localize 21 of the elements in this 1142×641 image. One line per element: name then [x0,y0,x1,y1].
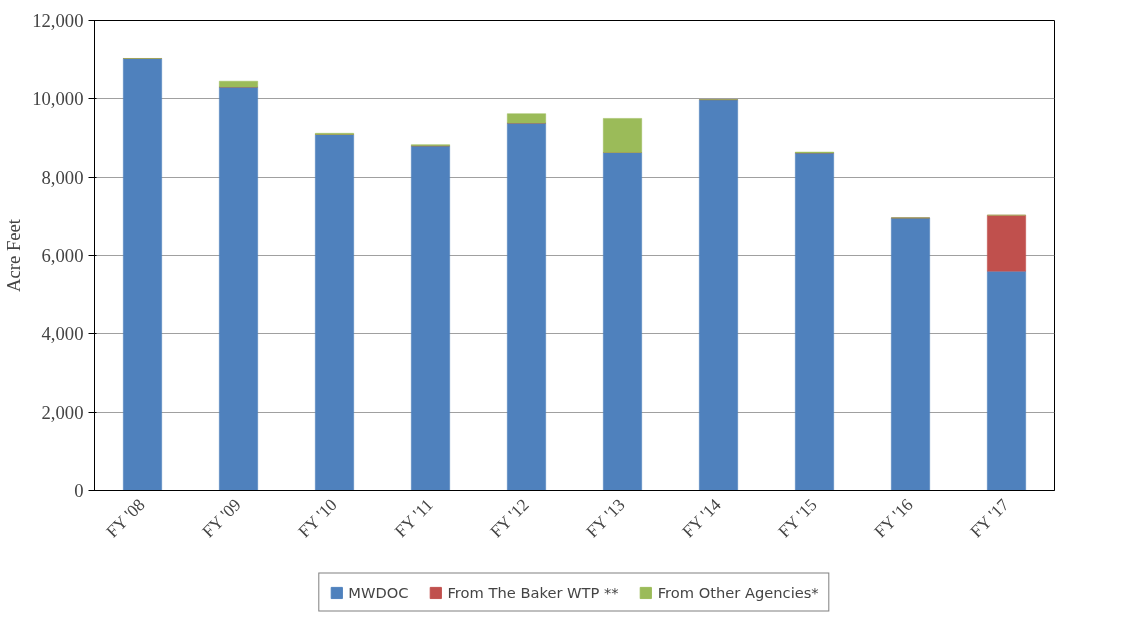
x-tick-label: FY '09 [198,495,245,542]
x-tick-label: FY '08 [102,495,149,542]
x-tick-label: FY '12 [486,495,533,542]
y-tick-label: 8,000 [41,166,84,188]
x-tick-label: FY '15 [774,495,821,542]
x-tick-label: FY '11 [391,495,437,541]
y-tick-label: 12,000 [32,10,84,31]
x-tick-label: FY '14 [678,495,725,542]
x-tick-label: FY '16 [870,495,917,542]
y-tick-label: 2,000 [41,401,84,423]
y-tick-label: 10,000 [32,88,84,110]
y-tick-label: 4,000 [41,323,84,345]
x-tick-label: FY '10 [294,495,341,542]
y-tick-label: 6,000 [41,245,84,266]
legend-label: From The Baker WTP ** [447,583,619,601]
legend-label: From Other Agencies* [657,583,819,601]
x-tick-label: FY '13 [582,495,629,542]
legend-label: MWDOC [348,583,409,601]
y-axis-title: Acre Feet [3,218,25,293]
x-tick-label: FY '17 [966,495,1013,542]
y-tick-label: 0 [74,480,84,501]
